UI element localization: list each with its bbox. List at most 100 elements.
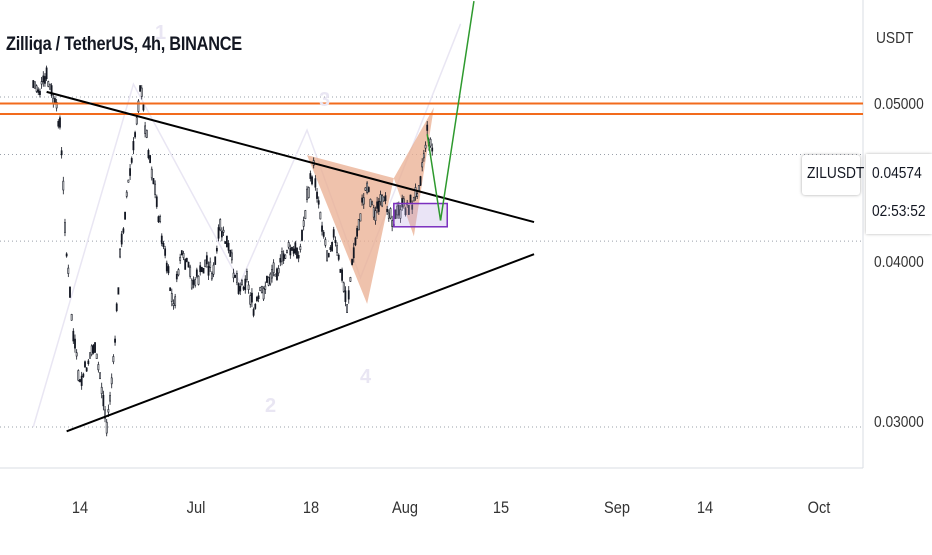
chart-title: Zilliqa / TetherUS, 4h, BINANCE [6, 34, 242, 55]
candle-body [169, 287, 172, 291]
candle-body [110, 377, 113, 385]
candle-body [287, 242, 290, 248]
candle-body [356, 228, 358, 237]
candle-body [301, 229, 303, 241]
candle-body [189, 266, 192, 277]
candle-body [179, 256, 182, 261]
candle-body [361, 197, 364, 203]
candle-body [381, 195, 384, 207]
candle-body [35, 85, 38, 92]
candle-body [205, 255, 208, 265]
candle-body [54, 98, 56, 103]
candle-body [114, 338, 116, 343]
candle-body [199, 265, 202, 273]
candle-body [317, 200, 320, 205]
candle-body [75, 352, 78, 357]
candle-body [137, 100, 140, 112]
candle-body [357, 219, 360, 231]
candle-body [372, 207, 375, 218]
candle-body [125, 191, 128, 197]
candle-body [122, 228, 125, 233]
wave-label-4: 4 [360, 366, 372, 388]
candle-body [174, 296, 177, 306]
candle-body [419, 176, 422, 186]
candle-body [84, 361, 86, 368]
candle-body [266, 275, 268, 283]
candle-body [60, 150, 63, 156]
candle-body [130, 158, 133, 163]
candle-body [212, 264, 215, 275]
candle-body [354, 237, 357, 246]
candle-body [396, 205, 399, 216]
candle-body [351, 259, 353, 265]
candle-body [144, 125, 147, 134]
price-tick-0.04: 0.04000 [874, 254, 924, 271]
candle-body [272, 262, 275, 273]
time-tick-18-jul: 18 [302, 498, 320, 517]
candle-body [386, 208, 389, 212]
candle-body [229, 249, 232, 257]
candle-body [239, 286, 242, 292]
candle-body [236, 273, 238, 283]
candle-body [414, 187, 417, 198]
candle-body [384, 195, 387, 202]
candle-body [407, 205, 410, 215]
time-tick-aug: Aug [391, 498, 419, 517]
candle-body [311, 176, 313, 185]
candle-body [391, 220, 394, 227]
symbol-badge[interactable] [802, 155, 860, 195]
candle-body [77, 370, 80, 381]
candle-body [329, 247, 332, 250]
candle-body [104, 409, 106, 419]
candle-body [426, 124, 429, 131]
symbol-label: ZILUSDT [807, 165, 865, 182]
price-axis-unit: USDT [876, 30, 914, 47]
harmonic-xab [307, 155, 394, 304]
candle-body [421, 162, 424, 168]
candle-body [214, 256, 217, 265]
candle-body [289, 248, 292, 256]
candle-body [102, 394, 105, 407]
trendline [66, 253, 535, 433]
candle-body [306, 188, 308, 200]
candle-body [366, 182, 369, 193]
candle-body [109, 395, 111, 402]
candle-body [319, 211, 322, 220]
candle-body [234, 274, 237, 278]
candle-body [331, 241, 333, 252]
candle-body [222, 229, 225, 233]
candle-body [185, 258, 188, 262]
candle-body [92, 345, 95, 354]
price-tick-0.05: 0.05000 [874, 96, 924, 113]
candle-body [291, 246, 293, 251]
candle-body [132, 141, 135, 151]
candle-body [79, 379, 81, 383]
candle-body [154, 183, 157, 195]
candle-body [376, 201, 379, 209]
candle-body [337, 254, 340, 260]
candle-body [59, 117, 61, 128]
candle-body [150, 168, 153, 179]
candle-body [279, 257, 282, 263]
candle-body [242, 286, 245, 290]
candle-body [159, 216, 162, 222]
candle-body [224, 241, 227, 244]
candle-body [327, 253, 330, 258]
candle-body [89, 352, 91, 359]
candle-body [387, 212, 390, 219]
candle-body [32, 80, 35, 88]
candle-body [124, 211, 126, 220]
candle-body [339, 268, 342, 273]
candle-body [80, 375, 83, 386]
projection-layer [426, 1, 475, 221]
candles-layer [32, 65, 434, 437]
candle-body [277, 268, 280, 274]
candle-body [244, 278, 247, 291]
candle-body [55, 101, 58, 109]
candle-body [180, 250, 183, 256]
candle-body [257, 295, 260, 299]
candle-body [97, 364, 100, 371]
candle-body [369, 198, 372, 207]
